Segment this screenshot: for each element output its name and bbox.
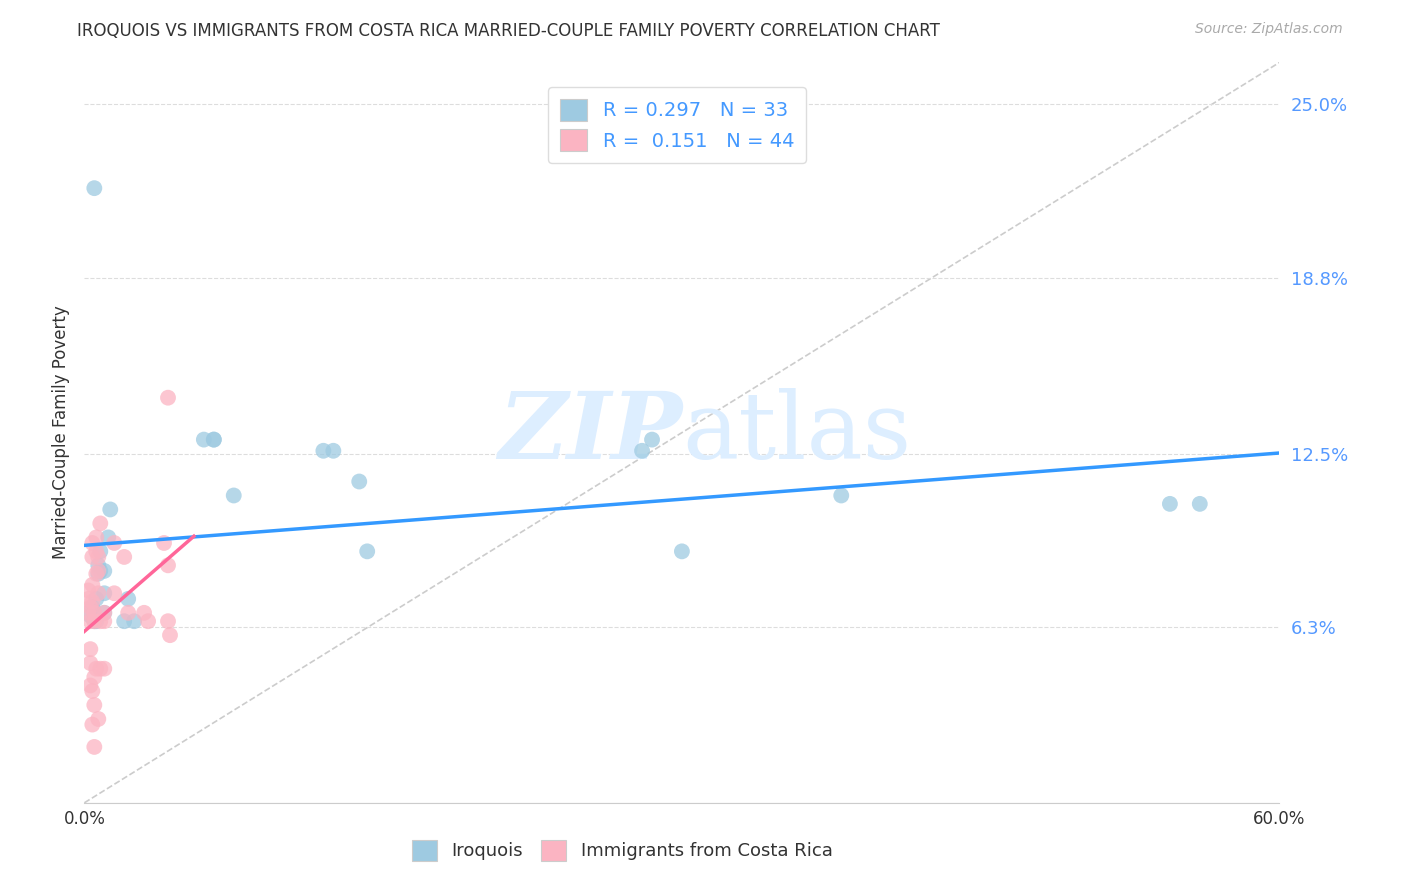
Point xyxy=(1188,497,1211,511)
Point xyxy=(86,614,108,628)
Point xyxy=(87,564,110,578)
Point xyxy=(132,606,156,620)
Point xyxy=(87,712,110,726)
Text: IROQUOIS VS IMMIGRANTS FROM COSTA RICA MARRIED-COUPLE FAMILY POVERTY CORRELATION: IROQUOIS VS IMMIGRANTS FROM COSTA RICA M… xyxy=(77,22,941,40)
Point xyxy=(83,614,105,628)
Point xyxy=(83,670,105,684)
Point xyxy=(82,578,104,592)
Text: atlas: atlas xyxy=(682,388,911,477)
Point xyxy=(93,606,115,620)
Point xyxy=(82,717,104,731)
Point xyxy=(97,530,120,544)
Point xyxy=(89,516,111,531)
Point xyxy=(202,433,225,447)
Point xyxy=(83,606,105,620)
Point xyxy=(122,614,145,628)
Point xyxy=(79,600,101,615)
Point xyxy=(103,586,125,600)
Point xyxy=(93,606,115,620)
Point xyxy=(89,564,111,578)
Point xyxy=(83,614,105,628)
Point xyxy=(349,475,371,489)
Text: Source: ZipAtlas.com: Source: ZipAtlas.com xyxy=(1195,22,1343,37)
Point xyxy=(82,549,104,564)
Point xyxy=(112,549,135,564)
Point xyxy=(82,594,104,608)
Point xyxy=(77,583,100,598)
Point xyxy=(157,558,180,573)
Point xyxy=(77,591,100,606)
Point xyxy=(93,564,115,578)
Point xyxy=(79,614,101,628)
Point xyxy=(86,591,108,606)
Point xyxy=(312,443,335,458)
Point xyxy=(83,181,105,195)
Point xyxy=(103,536,125,550)
Point xyxy=(631,443,654,458)
Point xyxy=(86,544,108,558)
Point xyxy=(79,678,101,692)
Point xyxy=(86,530,108,544)
Point xyxy=(193,433,215,447)
Point xyxy=(82,684,104,698)
Y-axis label: Married-Couple Family Poverty: Married-Couple Family Poverty xyxy=(52,306,70,559)
Point xyxy=(83,739,105,754)
Point xyxy=(830,488,852,502)
Point xyxy=(87,549,110,564)
Point xyxy=(112,614,135,628)
Point xyxy=(86,566,108,581)
Point xyxy=(77,606,100,620)
Point xyxy=(136,614,159,628)
Point xyxy=(356,544,378,558)
Point xyxy=(82,600,104,615)
Point xyxy=(1159,497,1181,511)
Point xyxy=(79,608,101,623)
Point xyxy=(87,566,110,581)
Point xyxy=(222,488,245,502)
Point xyxy=(117,591,139,606)
Point xyxy=(641,433,664,447)
Point xyxy=(202,433,225,447)
Legend: Iroquois, Immigrants from Costa Rica: Iroquois, Immigrants from Costa Rica xyxy=(405,832,839,868)
Point xyxy=(93,586,115,600)
Point xyxy=(82,536,104,550)
Point xyxy=(83,606,105,620)
Point xyxy=(671,544,693,558)
Point xyxy=(89,614,111,628)
Point xyxy=(86,662,108,676)
Point xyxy=(157,614,180,628)
Text: ZIP: ZIP xyxy=(498,388,682,477)
Point xyxy=(153,536,176,550)
Point xyxy=(87,558,110,573)
Point xyxy=(79,656,101,670)
Point xyxy=(89,662,111,676)
Point xyxy=(157,391,180,405)
Point xyxy=(93,614,115,628)
Point xyxy=(87,586,110,600)
Point xyxy=(98,502,121,516)
Point xyxy=(83,698,105,712)
Point xyxy=(159,628,181,642)
Point xyxy=(79,642,101,657)
Point xyxy=(89,544,111,558)
Point xyxy=(322,443,344,458)
Point xyxy=(117,606,139,620)
Point xyxy=(93,662,115,676)
